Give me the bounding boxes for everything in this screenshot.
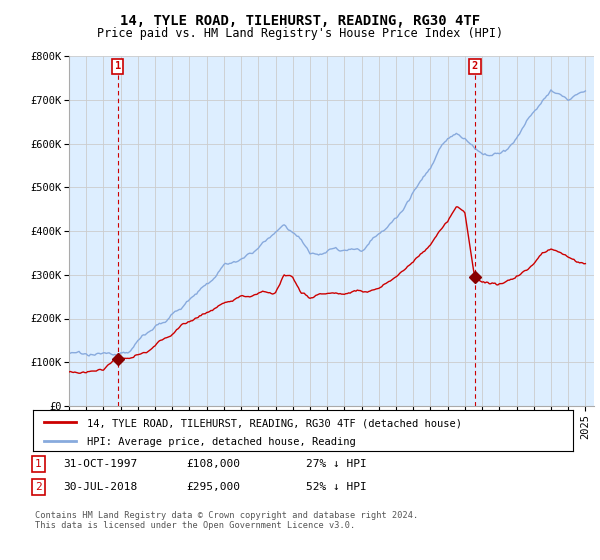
Text: 14, TYLE ROAD, TILEHURST, READING, RG30 4TF: 14, TYLE ROAD, TILEHURST, READING, RG30 … <box>120 14 480 28</box>
Text: 1: 1 <box>115 61 121 71</box>
Text: 27% ↓ HPI: 27% ↓ HPI <box>306 459 367 469</box>
Text: Contains HM Land Registry data © Crown copyright and database right 2024.
This d: Contains HM Land Registry data © Crown c… <box>35 511 418 530</box>
Text: £295,000: £295,000 <box>186 482 240 492</box>
Text: 30-JUL-2018: 30-JUL-2018 <box>63 482 137 492</box>
Text: 1: 1 <box>35 459 41 469</box>
Text: HPI: Average price, detached house, Reading: HPI: Average price, detached house, Read… <box>87 437 356 447</box>
Text: Price paid vs. HM Land Registry's House Price Index (HPI): Price paid vs. HM Land Registry's House … <box>97 27 503 40</box>
Text: £108,000: £108,000 <box>186 459 240 469</box>
Text: 31-OCT-1997: 31-OCT-1997 <box>63 459 137 469</box>
Text: 2: 2 <box>472 61 478 71</box>
Text: 2: 2 <box>35 482 41 492</box>
Text: 52% ↓ HPI: 52% ↓ HPI <box>306 482 367 492</box>
Text: 14, TYLE ROAD, TILEHURST, READING, RG30 4TF (detached house): 14, TYLE ROAD, TILEHURST, READING, RG30 … <box>87 418 462 428</box>
